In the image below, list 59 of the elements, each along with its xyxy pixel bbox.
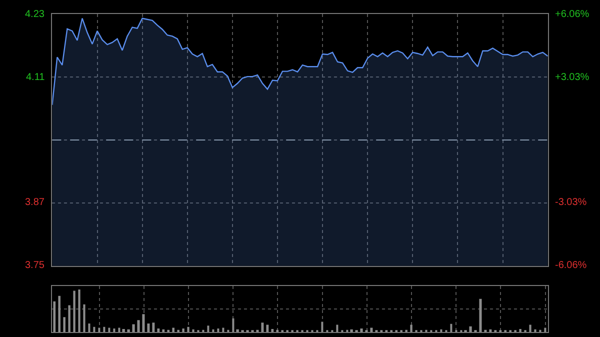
y2-tick-label: +6.06% — [555, 9, 590, 20]
bar — [360, 328, 363, 332]
bar — [68, 305, 70, 332]
bar — [544, 328, 546, 332]
bar — [157, 328, 160, 332]
bar — [469, 326, 472, 332]
y2-tick-label: -3.03% — [555, 197, 587, 208]
y2-tick-label: +3.03% — [555, 72, 590, 83]
y-tick-label: 4.23 — [25, 9, 45, 20]
bar — [217, 328, 220, 332]
bar — [83, 304, 86, 332]
bar — [63, 317, 66, 332]
bar — [162, 329, 165, 332]
bar — [127, 329, 130, 332]
bar — [479, 298, 482, 332]
bar — [489, 329, 492, 332]
bar — [152, 322, 155, 332]
bar — [534, 329, 536, 332]
bar — [212, 329, 214, 332]
bar — [182, 328, 184, 332]
bar — [122, 328, 125, 332]
bar — [103, 326, 106, 332]
bar — [207, 326, 210, 332]
bar — [172, 328, 174, 332]
bar — [271, 328, 274, 332]
bar — [73, 290, 76, 332]
bar — [192, 329, 194, 332]
bar — [410, 324, 412, 332]
bar — [118, 328, 120, 332]
bar — [137, 320, 140, 332]
y-tick-label: 3.75 — [25, 260, 45, 271]
bar — [232, 318, 234, 332]
bar — [108, 328, 110, 332]
bar — [370, 328, 373, 332]
bar — [58, 296, 60, 332]
bar — [132, 324, 135, 332]
bar — [440, 329, 442, 332]
bar — [98, 328, 100, 332]
bar — [336, 324, 338, 332]
bar — [350, 329, 353, 332]
bar — [187, 326, 190, 332]
bar — [147, 323, 150, 332]
bar — [113, 328, 116, 332]
bar — [236, 329, 239, 332]
y-tick-label: 4.11 — [26, 72, 46, 83]
bar — [142, 314, 145, 332]
bar — [321, 322, 324, 332]
bar — [88, 323, 90, 332]
bar — [519, 328, 522, 332]
bar — [53, 301, 56, 332]
y2-tick-label: -6.06% — [555, 260, 587, 271]
bar — [78, 290, 80, 332]
bar — [450, 324, 452, 332]
bar — [529, 324, 532, 332]
bar — [222, 328, 224, 332]
bar — [93, 326, 96, 332]
bar — [261, 322, 264, 332]
y-tick-label: 3.87 — [25, 197, 45, 208]
bar — [266, 324, 269, 332]
